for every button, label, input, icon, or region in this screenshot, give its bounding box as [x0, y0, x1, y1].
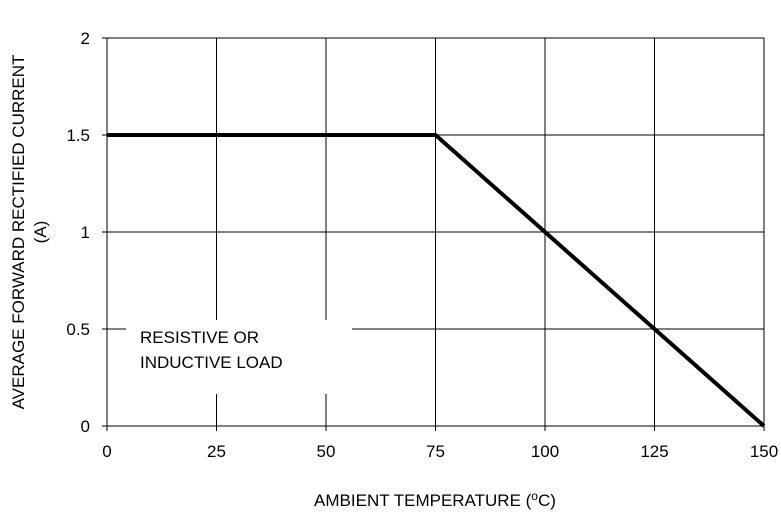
series-line: [107, 133, 766, 428]
y-tick-label: 1.5: [66, 126, 90, 145]
y-tick-labels: 0 0.5 1 1.5 2: [66, 29, 90, 436]
series-layer: [107, 133, 766, 428]
x-tick-label: 125: [640, 442, 668, 461]
y-axis-title-line-1: AVERAGE FORWARD RECTIFIED CURRENT: [9, 55, 28, 410]
y-axis-title-line-2: (A): [31, 221, 50, 244]
x-axis-title: AMBIENT TEMPERATURE (oC): [314, 489, 556, 510]
x-axis-title-sup: o: [531, 489, 538, 503]
annotation-background: [126, 320, 352, 394]
x-tick-label: 50: [317, 442, 336, 461]
x-tick-label: 100: [531, 442, 559, 461]
x-tick-label: 25: [207, 442, 226, 461]
x-tick-label: 0: [102, 442, 111, 461]
x-tick-labels: 0 25 50 75 100 125 150: [102, 442, 778, 461]
y-tick-label: 1: [81, 223, 90, 242]
y-tick-label: 0.5: [66, 320, 90, 339]
x-tick-label: 150: [750, 442, 778, 461]
x-axis-title-main: AMBIENT TEMPERATURE (: [314, 491, 532, 510]
annotation-line-1: RESISTIVE OR: [140, 328, 259, 347]
y-tick-label: 2: [81, 29, 90, 48]
x-tick-label: 75: [426, 442, 445, 461]
annotation-line-2: INDUCTIVE LOAD: [140, 353, 283, 372]
plot-frame: [102, 37, 765, 431]
y-tick-label: 0: [81, 417, 90, 436]
x-axis-title-tail: C): [538, 491, 556, 510]
